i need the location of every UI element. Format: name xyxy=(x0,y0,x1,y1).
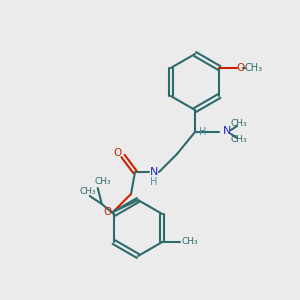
Text: O: O xyxy=(114,148,122,158)
Text: CH₃: CH₃ xyxy=(231,136,247,145)
Text: CH₃: CH₃ xyxy=(80,188,96,196)
Text: CH₃: CH₃ xyxy=(182,238,199,247)
Text: O: O xyxy=(236,63,244,73)
Text: H: H xyxy=(199,127,207,137)
Text: N: N xyxy=(150,167,158,177)
Text: CH₃: CH₃ xyxy=(244,63,262,73)
Text: H: H xyxy=(150,177,158,187)
Text: N: N xyxy=(223,126,231,136)
Text: CH₃: CH₃ xyxy=(231,119,247,128)
Text: O: O xyxy=(104,207,112,217)
Text: CH₃: CH₃ xyxy=(94,178,111,187)
